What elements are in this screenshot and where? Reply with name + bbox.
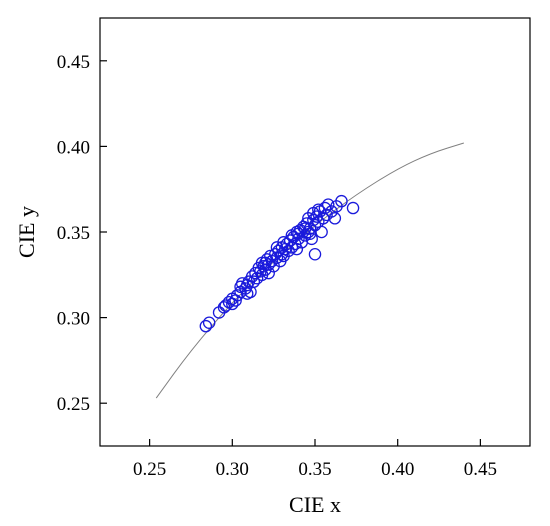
- data-point: [335, 194, 348, 208]
- data-point: [346, 201, 360, 215]
- y-tick-label: 0.45: [57, 52, 90, 73]
- data-point: [290, 225, 304, 239]
- y-tick-label: 0.30: [57, 309, 90, 330]
- data-point: [308, 248, 322, 261]
- data-point: [247, 275, 261, 288]
- data-point: [231, 289, 244, 302]
- y-tick-label: 0.25: [57, 394, 90, 415]
- x-tick-label: 0.45: [464, 459, 497, 480]
- y-tick-label: 0.40: [57, 137, 90, 158]
- y-tick-labels: 0.25 0.30 0.35 0.40 0.45: [57, 52, 90, 415]
- data-point: [315, 225, 328, 239]
- y-axis-label: CIE y: [14, 206, 39, 258]
- data-point: [305, 232, 318, 246]
- x-tick-label: 0.35: [298, 459, 331, 480]
- x-tick-label: 0.25: [133, 459, 166, 480]
- data-point: [240, 287, 254, 300]
- data-point: [292, 232, 305, 246]
- x-tick-label: 0.40: [381, 459, 414, 480]
- data-point: [302, 212, 315, 225]
- x-axis-label: CIE x: [289, 492, 341, 517]
- data-point: [307, 213, 320, 227]
- y-tick-label: 0.35: [57, 223, 90, 244]
- x-tick-labels: 0.25 0.30 0.35 0.40 0.45: [133, 459, 497, 480]
- data-point: [262, 266, 275, 280]
- data-point: [199, 319, 213, 333]
- fit-curve: [155, 142, 464, 399]
- x-tick-label: 0.30: [216, 459, 249, 480]
- data-point: [328, 212, 342, 225]
- data-point: [312, 203, 325, 216]
- axis-ticks: [100, 60, 481, 446]
- data-point: [321, 198, 335, 211]
- data-point: [219, 299, 232, 312]
- data-points: [199, 194, 360, 333]
- data-point: [202, 316, 216, 329]
- data-point: [255, 256, 269, 270]
- data-point: [277, 236, 290, 249]
- data-point: [303, 227, 317, 240]
- data-point: [262, 258, 275, 271]
